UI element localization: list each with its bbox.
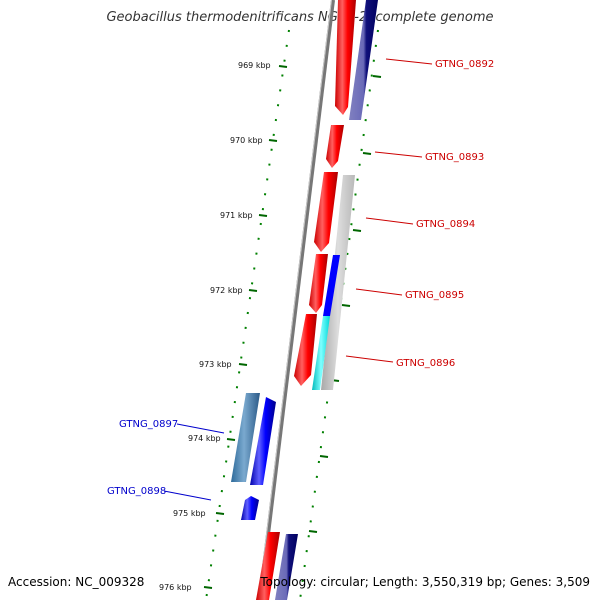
scale-label: 973 kbp — [199, 360, 232, 369]
scale-ticks-right — [308, 75, 382, 533]
gene-label-gtng-0898[interactable]: GTNG_0898 — [107, 486, 166, 497]
scale-label: 976 kbp — [159, 583, 192, 592]
leader-line-gtng-0894 — [365, 217, 414, 225]
gene-arrow-gtng-0896[interactable] — [294, 314, 317, 386]
tick-right-7 — [308, 530, 318, 533]
genome-summary: Topology: circular; Length: 3,550,319 bp… — [260, 575, 590, 589]
scale-label: 971 kbp — [220, 211, 253, 220]
leader-line-gtng-0897 — [176, 423, 225, 434]
tick-left-972 — [248, 289, 258, 292]
gene-block-gtng-0897[interactable] — [231, 393, 260, 482]
scale-label: 969 kbp — [238, 61, 271, 70]
gene-arrow-gtng-0893[interactable] — [326, 125, 344, 168]
scale-label: 974 kbp — [188, 434, 221, 443]
tick-left-976 — [203, 586, 213, 589]
leader-line-gtng-0893 — [374, 151, 423, 158]
gene-block-navy-bottom[interactable] — [275, 534, 298, 600]
gene-label-gtng-0895[interactable]: GTNG_0895 — [405, 290, 464, 301]
gene-label-gtng-0897[interactable]: GTNG_0897 — [119, 419, 178, 430]
gene-block-gray[interactable] — [321, 175, 355, 390]
leader-line-gtng-0895 — [355, 288, 403, 296]
backbone-line — [258, 0, 335, 600]
gene-blocks-right[interactable] — [275, 0, 378, 600]
gene-block-blue-mid[interactable] — [323, 255, 340, 316]
tick-left-973 — [238, 363, 248, 366]
accession-label: Accession: NC_009328 — [8, 575, 145, 589]
tick-right-6 — [319, 455, 329, 458]
scale-dots-left — [205, 29, 290, 600]
tick-right-4 — [341, 304, 351, 307]
tick-left-970 — [268, 139, 278, 142]
reverse-genes[interactable] — [231, 393, 276, 520]
scale-label: 972 kbp — [210, 286, 243, 295]
gene-labels[interactable]: GTNG_0892 GTNG_0893 GTNG_0894 GTNG_0895 … — [107, 59, 494, 497]
tick-left-975 — [215, 512, 225, 515]
gene-label-gtng-0894[interactable]: GTNG_0894 — [416, 219, 475, 230]
tick-left-969 — [278, 65, 288, 68]
leader-line-gtng-0896 — [345, 355, 394, 363]
gene-label-gtng-0896[interactable]: GTNG_0896 — [396, 358, 455, 369]
scale-label: 970 kbp — [230, 136, 263, 145]
gene-arrow-gtng-0892[interactable] — [335, 0, 356, 115]
gene-block-navy-top[interactable] — [349, 0, 378, 120]
gene-arrow-gtng-0897[interactable] — [250, 397, 276, 485]
leader-line-gtng-0892 — [385, 58, 433, 65]
tick-right-1 — [372, 75, 382, 78]
scale-ticks-left — [203, 65, 288, 589]
tick-right-3 — [352, 229, 362, 232]
gene-block-cyan[interactable] — [312, 316, 330, 390]
forward-genes[interactable] — [256, 0, 356, 600]
gene-arrow-gtng-0898[interactable] — [241, 496, 259, 520]
gene-arrow-gtng-0894[interactable] — [314, 172, 338, 252]
map-title: Geobacillus thermodenitrificans NG80-2, … — [106, 10, 494, 25]
gene-arrow-gtng-0895[interactable] — [309, 254, 328, 313]
tick-left-974 — [226, 438, 236, 441]
gene-label-gtng-0892[interactable]: GTNG_0892 — [435, 59, 494, 70]
scale-labels: 969 kbp 970 kbp 971 kbp 972 kbp 973 kbp … — [159, 61, 271, 592]
backbone-highlight — [258, 0, 332, 600]
gene-label-gtng-0893[interactable]: GTNG_0893 — [425, 152, 484, 163]
gene-arrow-bottom-red[interactable] — [256, 532, 280, 600]
leader-lines — [163, 58, 433, 501]
leader-line-gtng-0898 — [163, 490, 212, 501]
tick-right-2 — [362, 152, 372, 155]
scale-label: 975 kbp — [173, 509, 206, 518]
tick-left-971 — [258, 214, 268, 217]
